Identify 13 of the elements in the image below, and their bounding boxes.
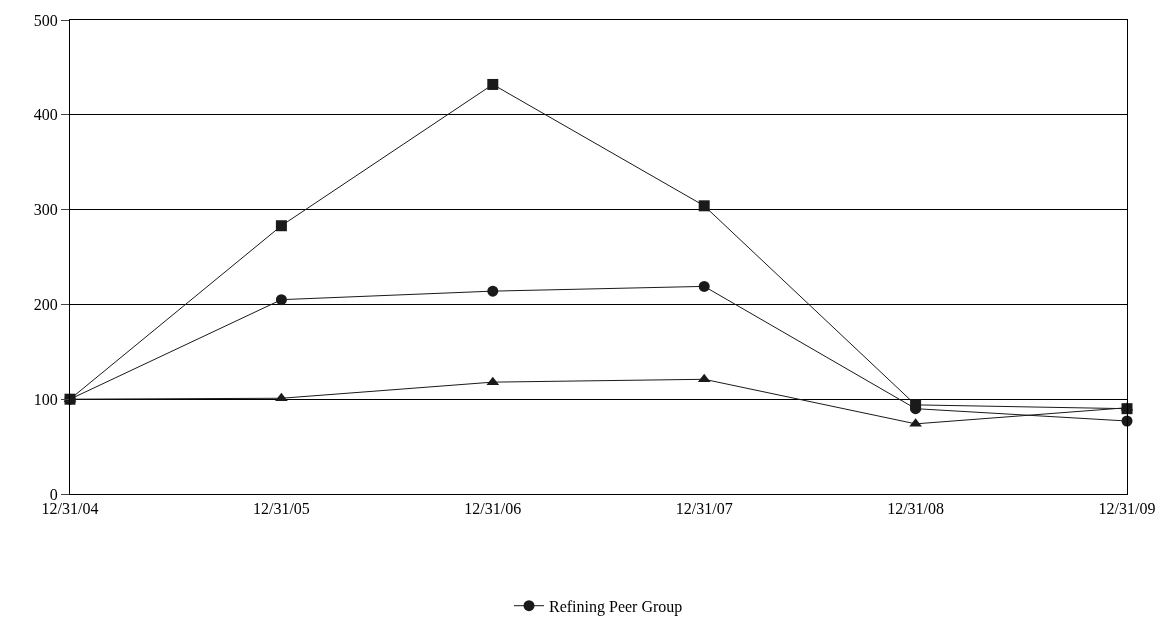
x-tick-label: 12/31/07 [675, 500, 733, 518]
x-tick-label: 12/31/05 [252, 500, 310, 518]
x-tick-label: 12/31/04 [41, 500, 99, 518]
x-tick-label: 12/31/06 [464, 500, 522, 518]
y-tick-label: 100 [33, 390, 58, 408]
y-tick-label: 400 [33, 106, 58, 124]
y-tick-label: 300 [33, 201, 58, 219]
legend-label: Refining Peer Group [549, 597, 683, 616]
y-tick-label: 0 [49, 485, 58, 503]
x-tick-label: 12/31/09 [1098, 500, 1156, 518]
y-tick-label: 500 [33, 11, 58, 29]
y-tick-label: 200 [33, 296, 58, 313]
x-tick-label: 12/31/08 [887, 500, 945, 518]
